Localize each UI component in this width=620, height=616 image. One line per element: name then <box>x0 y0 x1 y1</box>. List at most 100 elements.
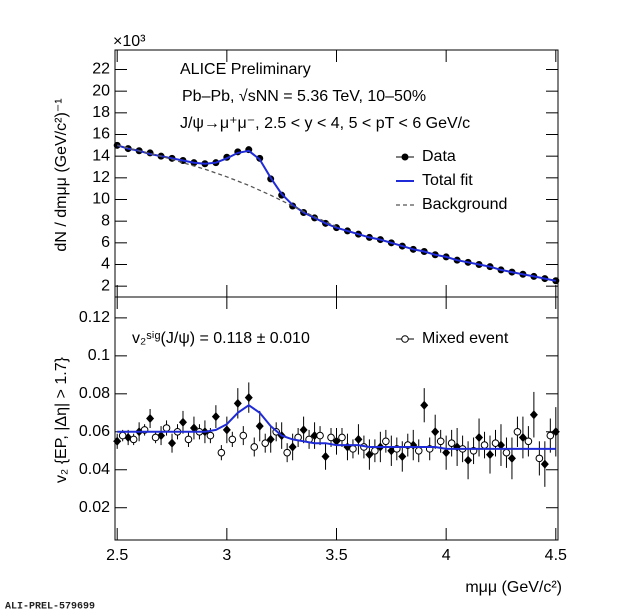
data-point <box>338 433 346 442</box>
data-point <box>371 446 379 455</box>
y-tick-label: 10 <box>92 191 110 208</box>
data-point <box>436 437 445 446</box>
data-point <box>162 424 171 432</box>
data-point <box>129 435 138 444</box>
annotation: Pb–Pb, √sNN = 5.36 TeV, 10–50% <box>182 88 426 105</box>
legend-label: Mixed event <box>422 330 509 347</box>
data-point <box>261 439 270 447</box>
data-point <box>491 439 500 447</box>
data-point <box>502 448 511 457</box>
data-point <box>524 437 533 446</box>
data-point <box>475 432 484 442</box>
y-tick-label: 6 <box>101 234 110 251</box>
data-point <box>513 427 522 436</box>
y-tick-label: 0.1 <box>88 347 110 364</box>
data-point <box>283 448 291 457</box>
data-point <box>442 448 451 458</box>
data-point <box>184 435 193 444</box>
data-point <box>464 455 473 465</box>
data-point <box>233 398 242 408</box>
data-point <box>250 443 259 451</box>
data-point <box>255 421 264 431</box>
data-point <box>327 433 335 442</box>
legend-swatch <box>401 335 409 343</box>
data-point <box>398 451 407 461</box>
x-tick-label: 3.5 <box>325 547 347 564</box>
data-point <box>518 432 527 442</box>
fit-line <box>116 144 556 282</box>
data-point <box>288 442 297 452</box>
y-tick-label: 16 <box>92 126 110 143</box>
data-point <box>354 434 363 444</box>
x-tick-label: 2.5 <box>106 547 128 564</box>
data-point <box>266 434 275 444</box>
data-point <box>447 439 456 447</box>
data-point <box>151 433 160 442</box>
data-point <box>535 454 544 463</box>
data-point <box>551 427 560 437</box>
data-point <box>529 410 538 420</box>
y-tick-label: 0.04 <box>79 461 110 478</box>
y-tick-label: 0.08 <box>79 385 110 402</box>
data-point <box>316 431 324 440</box>
fit-line <box>117 144 337 228</box>
data-point <box>189 423 198 433</box>
legend-label: Background <box>422 196 507 213</box>
y-tick-label: 8 <box>101 212 110 229</box>
y-axis-title: dN / dmμμ (GeV/c²)⁻¹ <box>53 98 70 251</box>
legend-label: Total fit <box>422 172 473 189</box>
y-tick-label: 0.06 <box>79 423 110 440</box>
axis-multiplier: ×10³ <box>113 33 146 50</box>
annotation: J/ψ→μ⁺μ⁻, 2.5 < y < 4, 5 < pT < 6 GeV/c <box>180 115 470 132</box>
x-tick-label: 4 <box>442 547 451 564</box>
data-point <box>414 446 423 455</box>
y-tick-label: 0.12 <box>79 309 110 326</box>
data-point <box>507 453 516 463</box>
annotation: ALICE Preliminary <box>180 61 311 78</box>
data-point <box>244 393 253 403</box>
data-point <box>118 431 127 440</box>
data-point <box>382 437 390 446</box>
data-point <box>178 417 187 427</box>
data-point <box>206 431 215 440</box>
legend-label: Data <box>422 148 456 165</box>
data-point <box>222 425 231 435</box>
data-point <box>546 431 555 440</box>
data-point <box>146 414 155 423</box>
x-tick-label: 3 <box>222 547 231 564</box>
y-tick-label: 14 <box>92 147 110 164</box>
data-point <box>540 459 549 469</box>
y-tick-label: 0.02 <box>79 499 110 516</box>
data-point <box>211 412 220 422</box>
data-point <box>310 431 319 441</box>
data-point <box>239 431 248 440</box>
data-point <box>480 441 489 449</box>
legend-swatch <box>401 153 409 161</box>
data-point <box>217 448 226 457</box>
footer-label: ALI-PREL-579699 <box>5 602 95 613</box>
y-tick-label: 12 <box>92 169 110 186</box>
y-tick-label: 20 <box>92 82 110 99</box>
y-tick-label: 4 <box>101 256 110 273</box>
plot-frame <box>114 49 559 298</box>
x-tick-label: 4.5 <box>545 547 567 564</box>
data-point <box>431 427 440 437</box>
fit-line <box>117 403 556 450</box>
y-tick-label: 2 <box>101 277 110 294</box>
data-point <box>332 436 341 446</box>
data-point <box>168 438 177 448</box>
data-point <box>113 436 122 446</box>
data-point <box>486 450 495 460</box>
data-point <box>299 425 308 435</box>
data-point <box>365 450 374 460</box>
data-point <box>420 400 429 410</box>
x-axis-title: mμμ (GeV/c²) <box>465 579 562 596</box>
data-point <box>349 445 357 453</box>
y-tick-label: 22 <box>92 61 110 78</box>
y-tick-label: 18 <box>92 104 110 121</box>
y-axis-title: v₂ {EP, |Δη| > 1.7} <box>53 356 70 483</box>
annotation: v₂ˢⁱᵍ(J/ψ) = 0.118 ± 0.010 <box>132 330 310 347</box>
data-point <box>228 435 237 444</box>
